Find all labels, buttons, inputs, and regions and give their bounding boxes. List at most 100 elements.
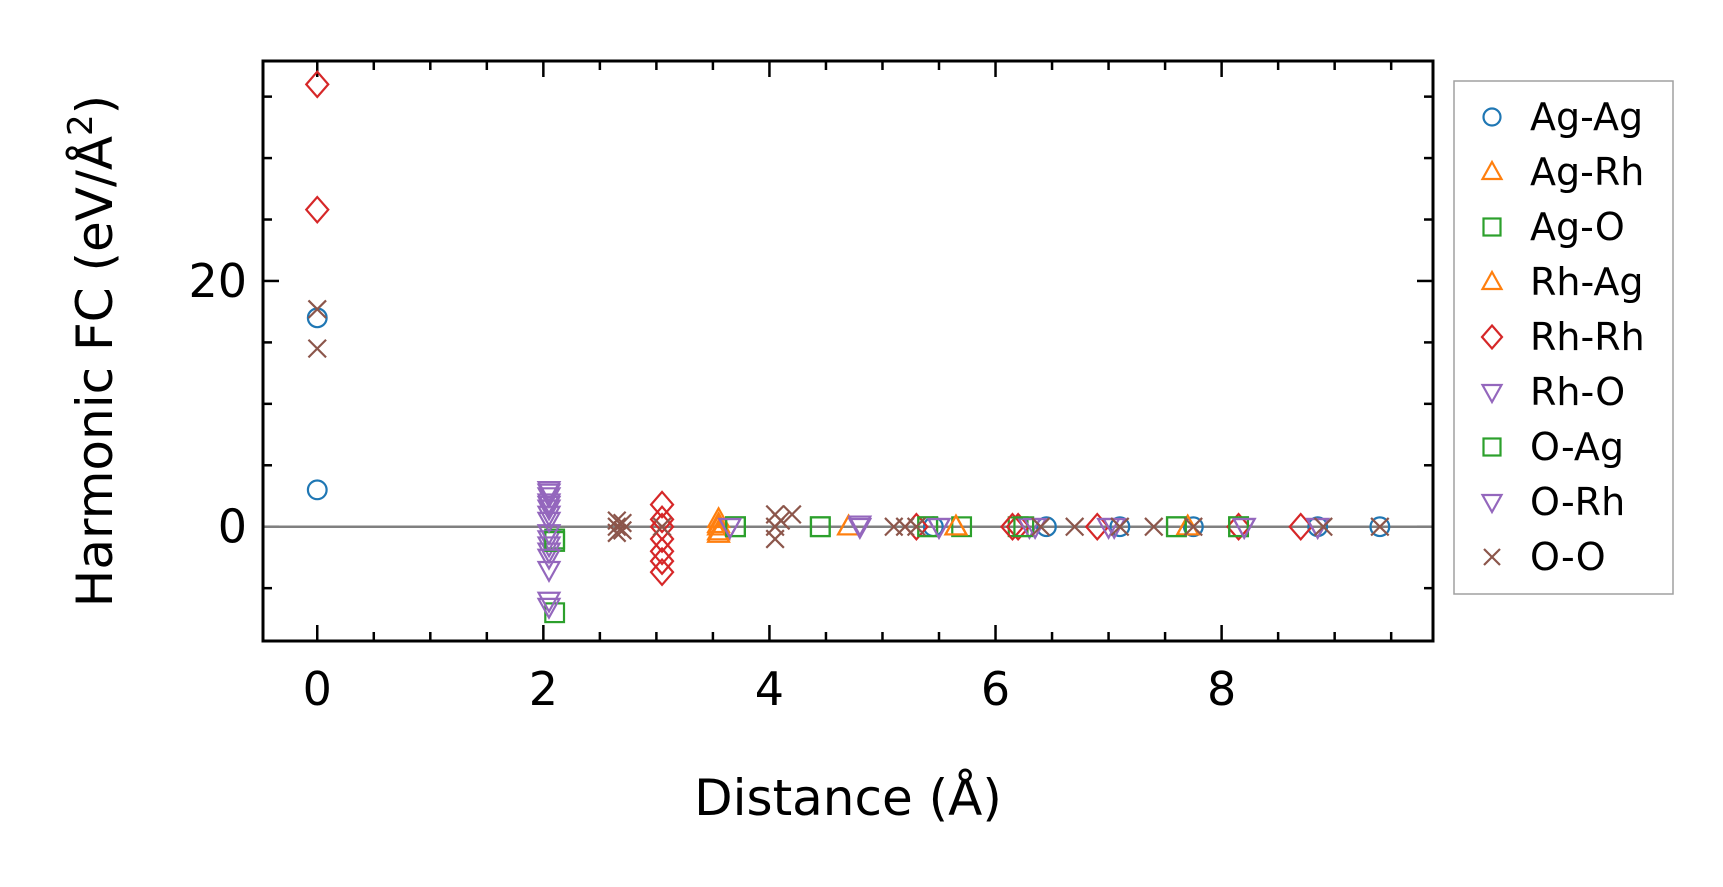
data-point — [307, 299, 327, 319]
x-tick-label: 8 — [1207, 662, 1236, 716]
x-tick-label: 0 — [303, 662, 332, 716]
data-point — [782, 504, 802, 525]
data-point — [536, 524, 562, 547]
data-point — [306, 307, 328, 329]
legend-label: O-Rh — [1530, 480, 1625, 524]
data-point — [1369, 516, 1391, 538]
x-axis-label: Distance (Å) — [694, 769, 1002, 827]
x-tick-label: 6 — [981, 662, 1010, 716]
legend-marker-triangle-up — [1480, 159, 1504, 181]
data-point — [306, 479, 328, 501]
legend-marker-x — [1483, 548, 1501, 566]
data-point — [706, 518, 731, 541]
legend-marker-triangle-down — [1480, 493, 1504, 515]
data-point — [1370, 517, 1390, 537]
data-point — [809, 516, 831, 538]
legend: Ag-Ag Ag-Rh Ag-O Rh-Ag Rh-Rh Rh-O O-Ag O-Rh O-O — [1453, 80, 1674, 595]
series-ag-o — [544, 516, 1250, 624]
x-tick-labels: 0 2 4 6 8 — [303, 662, 1237, 716]
data-point — [906, 517, 926, 537]
series-o-ag — [544, 516, 1250, 552]
data-point — [652, 517, 672, 537]
y-tick-label: 20 — [188, 254, 247, 308]
data-point — [536, 481, 562, 504]
data-point — [1065, 517, 1085, 537]
legend-label: Rh-Ag — [1530, 260, 1643, 304]
data-point — [607, 523, 627, 543]
data-point — [917, 516, 939, 538]
y-tick-label: 0 — [218, 500, 247, 554]
data-point — [612, 513, 633, 533]
data-point — [847, 515, 873, 538]
data-points — [304, 70, 1391, 624]
plot-frame — [261, 59, 1435, 643]
series-o-rh — [536, 483, 1331, 620]
data-point — [1110, 517, 1130, 537]
data-point — [607, 517, 627, 537]
data-point — [536, 597, 562, 620]
data-point — [951, 516, 973, 538]
data-point — [536, 493, 562, 516]
legend-marker-triangle-up — [1480, 269, 1504, 291]
data-point — [536, 511, 562, 534]
data-point — [307, 338, 327, 359]
data-point — [536, 483, 562, 506]
legend-label: Rh-O — [1530, 370, 1625, 414]
data-point — [536, 536, 562, 559]
data-point — [1228, 516, 1250, 538]
data-point — [1096, 517, 1121, 540]
y-axis-label-close: ) — [66, 95, 124, 115]
legend-marker-square — [1482, 217, 1502, 237]
series-rh-rh — [304, 70, 1314, 587]
legend-marker-diamond — [1480, 323, 1504, 351]
data-point — [304, 195, 330, 225]
axis-ticks — [263, 61, 1433, 641]
data-point — [1031, 517, 1051, 537]
x-tick-label: 2 — [529, 662, 558, 716]
data-point — [536, 560, 562, 583]
data-point — [536, 548, 562, 571]
data-point — [612, 520, 633, 540]
data-point — [1231, 517, 1257, 540]
data-point — [649, 490, 675, 519]
data-point — [649, 505, 675, 534]
data-point — [1313, 517, 1333, 537]
data-point — [943, 513, 969, 536]
data-point — [1144, 517, 1164, 537]
data-point — [717, 517, 743, 540]
data-point — [1109, 516, 1131, 538]
data-point — [649, 546, 675, 576]
data-point — [536, 591, 562, 614]
legend-label: Ag-Ag — [1530, 95, 1643, 139]
data-point — [649, 557, 675, 587]
y-axis-label-main: Harmonic FC (eV/Å — [66, 136, 124, 607]
data-point — [536, 499, 562, 522]
legend-label: Ag-Rh — [1530, 150, 1644, 194]
data-point — [649, 536, 675, 566]
data-point — [706, 511, 731, 534]
data-point — [847, 517, 873, 540]
series-o-o — [307, 299, 1390, 549]
x-tick-label: 4 — [755, 662, 784, 716]
data-point — [536, 495, 562, 518]
legend-label: Ag-O — [1530, 205, 1625, 249]
legend-marker-square — [1482, 437, 1502, 457]
legend-label: O-O — [1530, 535, 1606, 579]
legend-marker-triangle-down — [1480, 383, 1504, 405]
y-tick-labels: 0 20 — [188, 254, 247, 554]
data-point — [1035, 516, 1057, 538]
legend-label: Rh-Rh — [1530, 315, 1645, 359]
data-point — [536, 542, 562, 565]
legend-marker-circle — [1482, 107, 1502, 127]
data-point — [725, 516, 746, 538]
data-point — [765, 529, 785, 549]
data-point — [304, 70, 330, 99]
series-ag-ag — [306, 307, 1391, 538]
data-point — [706, 506, 731, 529]
data-point — [1165, 516, 1187, 538]
data-point — [771, 510, 791, 531]
y-axis-label-sup: 2 — [61, 114, 101, 136]
data-point — [1013, 516, 1035, 538]
data-point — [1226, 512, 1252, 542]
